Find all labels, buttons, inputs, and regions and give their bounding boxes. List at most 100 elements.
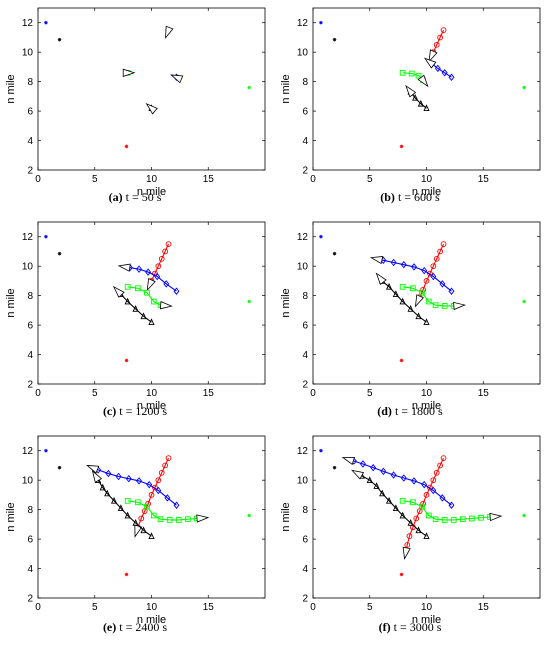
x-tick-label: 0: [310, 388, 316, 399]
trajectory-point-red: [155, 263, 162, 270]
trajectory-point-black: [392, 504, 399, 512]
endpoint-black: [57, 251, 62, 256]
trajectory-point-green: [441, 517, 448, 523]
trajectory-blue: [86, 464, 180, 509]
trajectory-point-red: [162, 462, 168, 469]
endpoint-stroke: [58, 466, 62, 470]
trajectory-point-green: [459, 516, 466, 523]
aircraft-black: [145, 103, 158, 115]
trajectory-point-green: [425, 512, 432, 519]
y-tick-label: 6: [27, 107, 33, 118]
x-tick-label: 10: [421, 388, 433, 399]
x-tick-label: 5: [367, 602, 373, 613]
trajectory-point-black: [104, 489, 111, 497]
trajectory-point-red: [437, 462, 443, 469]
endpoint-black: [332, 37, 337, 42]
trajectory-green: [399, 497, 503, 523]
trajectory-point-black: [423, 532, 430, 539]
trajectory-point-blue: [441, 69, 448, 77]
trajectory-point-green: [150, 298, 157, 305]
caption-label-d: (d): [377, 404, 392, 418]
y-tick-label: 4: [27, 564, 33, 575]
trajectory-line-green: [402, 286, 463, 307]
trajectory-point-green: [166, 517, 173, 523]
trajectory-green: [399, 69, 429, 88]
endpoint-stroke: [44, 235, 48, 239]
aircraft-green: [489, 512, 503, 522]
x-tick-label: 10: [421, 602, 433, 613]
endpoint-blue: [44, 20, 48, 25]
trajectory-point-green: [124, 283, 131, 290]
trajectory-point-blue: [411, 477, 417, 485]
trajectory-point-red: [138, 515, 145, 522]
caption-text-e: t = 2400 s: [119, 620, 168, 634]
y-tick-label: 10: [297, 262, 309, 273]
aircraft-black: [112, 285, 125, 298]
endpoint-stroke: [247, 299, 251, 304]
y-tick-label: 6: [27, 321, 33, 332]
trajectory-point-green: [135, 499, 141, 506]
trajectory-point-blue: [400, 260, 407, 269]
x-tick-label: 0: [35, 174, 41, 185]
trajectory-green: [399, 283, 467, 311]
aircraft-red: [134, 524, 143, 538]
trajectory-point-green: [124, 497, 131, 504]
trajectory-point-blue: [439, 494, 446, 502]
aircraft-blue: [170, 74, 184, 84]
trajectory-point-red: [437, 248, 443, 255]
trajectory-line-red: [135, 457, 170, 535]
trajectory-green: [124, 283, 173, 310]
endpoint-stroke: [124, 572, 129, 576]
trajectory-point-black: [407, 305, 414, 312]
panel-d: 0 5 10 15 2 4 6 8 10 12 n mile n mile (d) t = 1800 …: [275, 214, 545, 426]
x-tick-label: 15: [203, 602, 215, 613]
trajectory-point-red: [423, 492, 430, 498]
trajectory-point-green: [399, 283, 406, 290]
trajectory-point-blue: [146, 480, 153, 489]
aircraft-red: [414, 294, 424, 308]
trajectory-red: [165, 25, 174, 40]
panel-f: 0 5 10 15 2 4 6 8 10 12 n mile n mile (f) t = 3000 …: [275, 428, 545, 640]
caption-b: (b) t = 600 s: [275, 190, 545, 205]
trajectory-point-blue: [390, 471, 397, 479]
trajectory-point-black: [415, 526, 422, 534]
trajectory-point-black: [415, 312, 422, 320]
endpoint-stroke: [399, 358, 404, 362]
endpoint-red: [399, 144, 404, 149]
trajectory-line-red: [404, 457, 445, 557]
x-tick-label: 0: [35, 388, 41, 399]
trajectory-point-red: [420, 286, 426, 293]
trajectory-point-blue: [421, 266, 428, 275]
endpoint-stroke: [44, 21, 48, 25]
trajectory-point-green: [184, 516, 191, 523]
y-tick-label: 6: [27, 535, 33, 546]
x-tick-label: 5: [367, 174, 373, 185]
trajectory-point-blue: [448, 287, 455, 295]
trajectory-point-blue: [370, 463, 377, 472]
trajectory-point-red: [162, 248, 168, 255]
endpoint-stroke: [522, 513, 526, 518]
trajectory-point-red: [430, 263, 437, 270]
trajectory-black: [405, 84, 430, 111]
trajectory-point-black: [148, 532, 155, 539]
endpoint-green: [247, 85, 251, 90]
x-tick-label: 0: [310, 602, 316, 613]
trajectory-point-blue: [359, 460, 366, 468]
y-tick-label: 2: [302, 166, 308, 177]
trajectory-point-black: [124, 511, 131, 519]
y-tick-label: 12: [297, 446, 309, 457]
trajectory-point-blue: [448, 73, 455, 81]
trajectory-point-green: [410, 285, 416, 292]
trajectory-point-green: [410, 499, 416, 506]
trajectory-point-black: [407, 519, 414, 526]
x-tick-label: 5: [367, 388, 373, 399]
trajectory-point-blue: [105, 469, 112, 478]
y-tick-label: 8: [27, 77, 33, 88]
endpoint-black: [57, 465, 62, 470]
trajectory-point-red: [158, 255, 165, 262]
trajectory-point-green: [425, 298, 432, 305]
trajectory-point-red: [148, 492, 155, 498]
endpoint-red: [124, 144, 129, 149]
trajectory-point-black: [399, 297, 406, 305]
y-tick-label: 12: [297, 18, 309, 29]
